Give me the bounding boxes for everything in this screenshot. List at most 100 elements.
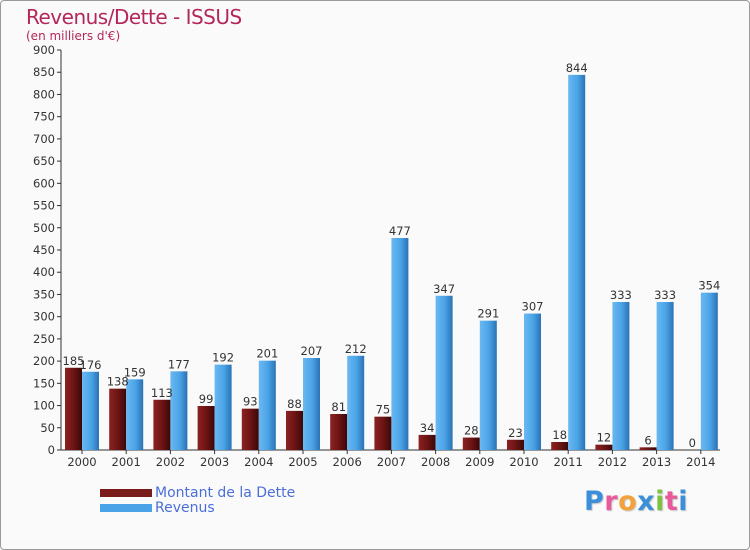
chart-subtitle: (en milliers d'€) (26, 29, 121, 43)
x-tick-label: 2011 (554, 455, 583, 469)
y-tick-label: 500 (33, 221, 55, 235)
y-tick-label: 0 (48, 443, 55, 457)
y-tick-label: 600 (33, 176, 55, 190)
y-tick-label: 850 (33, 65, 55, 79)
data-label-debt: 93 (243, 395, 258, 409)
data-label-revenue: 201 (256, 347, 278, 361)
x-tick-label: 2009 (465, 455, 494, 469)
data-label-debt: 23 (508, 426, 523, 440)
chart-title: Revenus/Dette - ISSUS (26, 5, 242, 29)
y-tick-label: 100 (33, 399, 55, 413)
x-tick-label: 2008 (421, 455, 450, 469)
x-tick-label: 2004 (244, 455, 273, 469)
bar-revenue (435, 295, 453, 450)
bar-debt (418, 434, 436, 450)
bar-revenue (524, 313, 541, 450)
bar-revenue (656, 302, 674, 450)
data-label-revenue: 176 (80, 358, 102, 372)
bar-debt (639, 447, 657, 450)
legend-swatch-debt (100, 489, 152, 497)
data-label-revenue: 159 (124, 365, 146, 379)
bar-revenue (303, 358, 320, 450)
legend-label-revenue: Revenus (155, 500, 215, 516)
x-tick-label: 2001 (112, 455, 141, 469)
data-label-debt: 0 (689, 436, 696, 450)
data-label-revenue: 192 (212, 351, 234, 365)
y-tick-label: 300 (33, 310, 55, 324)
x-tick-label: 2005 (288, 455, 317, 469)
bar-debt (153, 399, 171, 450)
y-tick-label: 250 (33, 332, 55, 346)
x-tick-label: 2003 (200, 455, 229, 469)
proxiti-logo: Proxiti (584, 486, 688, 517)
data-label-debt: 6 (644, 433, 651, 447)
logo-letter: r (604, 486, 619, 517)
bar-revenue (347, 355, 365, 450)
data-label-debt: 88 (287, 397, 302, 411)
bar-debt (507, 439, 524, 450)
data-label-revenue: 347 (433, 282, 455, 296)
bar-revenue (568, 74, 586, 450)
data-label-debt: 28 (464, 424, 479, 438)
bar-revenue (479, 320, 497, 450)
logo-letter: t (664, 486, 679, 517)
y-tick-label: 900 (33, 43, 55, 57)
data-label-debt: 81 (331, 400, 346, 414)
y-tick-label: 350 (33, 287, 55, 301)
y-tick-label: 650 (33, 154, 55, 168)
y-tick-label: 450 (33, 243, 55, 257)
bar-debt (286, 410, 303, 450)
logo-letter: o (618, 486, 638, 517)
legend-label-debt: Montant de la Dette (155, 485, 296, 501)
data-label-debt: 18 (552, 428, 567, 442)
data-label-debt: 75 (376, 403, 391, 417)
y-tick-label: 700 (33, 132, 55, 146)
data-label-debt: 113 (151, 386, 173, 400)
bar-debt (462, 437, 480, 450)
y-tick-label: 400 (33, 265, 55, 279)
x-tick-label: 2002 (156, 455, 185, 469)
x-tick-label: 2010 (509, 455, 538, 469)
y-tick-label: 750 (33, 110, 55, 124)
bar-debt (374, 416, 392, 450)
logo-letter: x (637, 486, 656, 517)
y-tick-label: 550 (33, 199, 55, 213)
bar-revenue (612, 302, 630, 450)
data-label-revenue: 844 (566, 61, 588, 75)
data-label-debt: 12 (597, 431, 612, 445)
bar-debt (241, 408, 259, 450)
logo-letter: i (655, 486, 665, 517)
data-label-revenue: 177 (168, 357, 190, 371)
logo-letter: i (678, 486, 689, 517)
data-label-revenue: 477 (389, 224, 411, 238)
data-label-revenue: 354 (698, 279, 720, 293)
bar-debt (551, 442, 569, 450)
bar-revenue (391, 238, 409, 450)
bar-debt (197, 406, 215, 450)
x-tick-label: 2006 (333, 455, 362, 469)
bar-debt (330, 414, 348, 450)
data-label-debt: 99 (199, 392, 214, 406)
bar-revenue (258, 360, 276, 450)
x-tick-label: 2013 (642, 455, 671, 469)
x-tick-label: 2000 (67, 455, 96, 469)
y-tick-label: 150 (33, 376, 55, 390)
bar-revenue (126, 379, 144, 450)
x-tick-label: 2014 (686, 455, 715, 469)
logo-letter: P (584, 486, 605, 517)
bar-revenue (170, 371, 188, 450)
bar-debt (109, 388, 127, 450)
bar-revenue (82, 371, 99, 450)
data-label-revenue: 207 (301, 344, 323, 358)
data-label-revenue: 333 (654, 288, 676, 302)
bar-debt (65, 367, 82, 450)
data-label-debt: 34 (420, 421, 435, 435)
x-tick-label: 2012 (598, 455, 627, 469)
y-tick-label: 800 (33, 87, 55, 101)
data-label-revenue: 291 (477, 307, 499, 321)
x-tick-label: 2007 (377, 455, 406, 469)
data-label-debt: 138 (107, 375, 129, 389)
y-tick-label: 50 (40, 421, 55, 435)
